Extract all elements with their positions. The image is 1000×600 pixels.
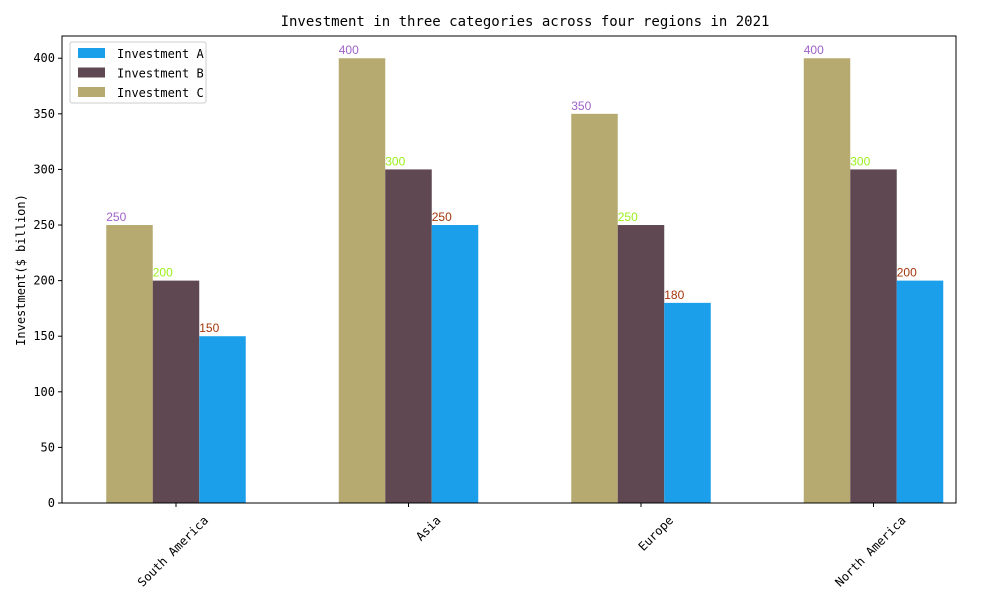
bar (385, 169, 432, 503)
bar (106, 225, 153, 503)
data-label: 250 (106, 210, 126, 224)
data-label: 180 (664, 288, 684, 302)
bar (339, 58, 386, 503)
legend-swatch (78, 87, 105, 97)
legend-swatch (78, 68, 105, 78)
y-tick-label: 250 (33, 218, 55, 232)
data-label: 350 (571, 99, 591, 113)
data-label: 200 (897, 266, 917, 280)
x-tick-label: North America (832, 513, 908, 589)
bar (199, 336, 246, 503)
x-tick-label: South America (135, 513, 211, 589)
y-axis-label: Investment($ billion) (14, 194, 28, 346)
legend-item-label: Investment C (117, 86, 204, 100)
y-tick-label: 300 (33, 162, 55, 176)
bar (571, 114, 618, 503)
y-tick-label: 400 (33, 51, 55, 65)
legend-item-label: Investment B (117, 67, 204, 81)
bar (664, 303, 711, 503)
x-tick-label: Europe (636, 513, 677, 554)
legend-item-label: Investment A (117, 47, 204, 61)
data-label: 250 (432, 210, 452, 224)
legend-swatch (78, 48, 105, 58)
y-tick-label: 50 (41, 440, 55, 454)
y-tick-label: 150 (33, 329, 55, 343)
bar (618, 225, 665, 503)
chart-title: Investment in three categories across fo… (281, 14, 770, 30)
data-label: 250 (618, 210, 638, 224)
y-tick-label: 100 (33, 385, 55, 399)
y-tick-label: 350 (33, 107, 55, 121)
x-tick-label: Asia (413, 513, 443, 543)
data-label: 200 (153, 266, 173, 280)
data-label: 300 (385, 154, 405, 168)
data-label: 300 (850, 154, 870, 168)
plot-area: 0 50 100 150 200 250 300 350 400 250 200 150 South A… (33, 43, 943, 589)
bar (432, 225, 479, 503)
y-tick-label: 0 (48, 496, 55, 510)
y-tick-label: 200 (33, 274, 55, 288)
bar (850, 169, 897, 503)
data-label: 150 (199, 321, 219, 335)
bar (897, 281, 944, 503)
data-label: 400 (339, 43, 359, 57)
legend: Investment A Investment B Investment C (70, 42, 206, 103)
bar (804, 58, 851, 503)
data-label: 400 (804, 43, 824, 57)
bar (153, 281, 200, 503)
